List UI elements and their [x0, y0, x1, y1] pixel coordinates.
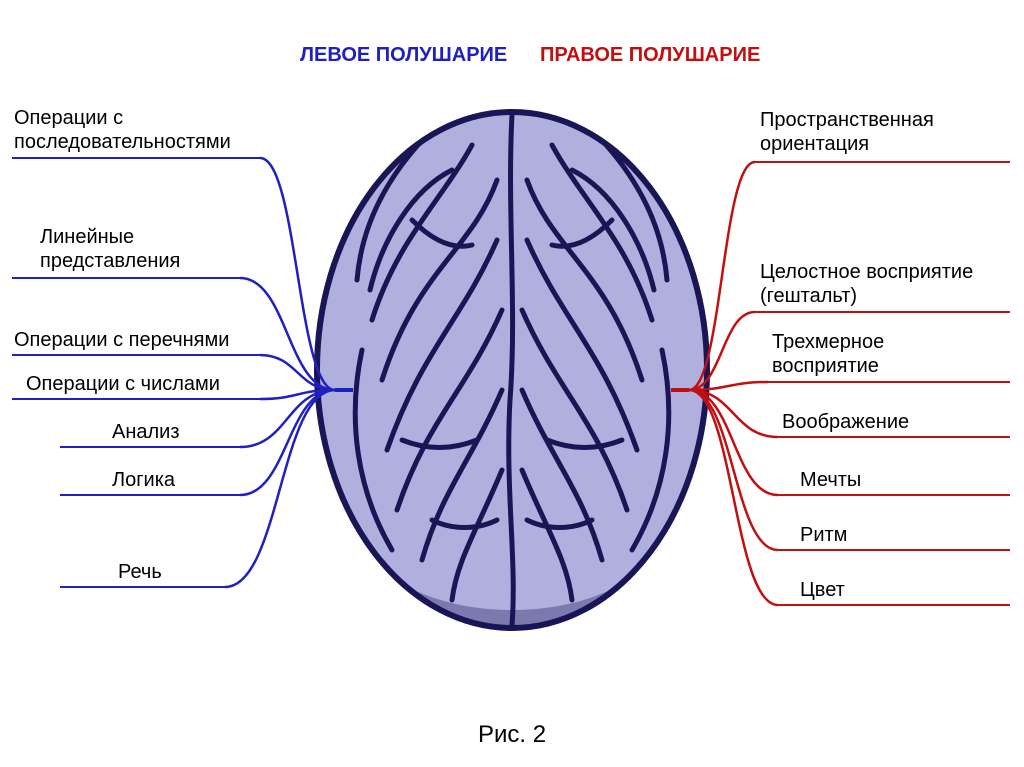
title-left-hemisphere: ЛЕВОЕ ПОЛУШАРИЕ: [300, 44, 507, 67]
right-function-label: Воображение: [782, 410, 909, 434]
left-function-label: Линейные представления: [40, 225, 180, 273]
right-function-label: Пространственная ориентация: [760, 108, 934, 156]
left-function-label: Операции с числами: [26, 372, 220, 396]
right-function-label: Трехмерное восприятие: [772, 330, 884, 378]
title-right-hemisphere: ПРАВОЕ ПОЛУШАРИЕ: [540, 44, 760, 67]
left-function-label: Операции с перечнями: [14, 328, 229, 352]
left-function-label: Логика: [112, 468, 175, 492]
right-function-label: Целостное восприятие (гештальт): [760, 260, 973, 308]
right-function-label: Ритм: [800, 523, 847, 547]
diagram-stage: ЛЕВОЕ ПОЛУШАРИЕ ПРАВОЕ ПОЛУШАРИЕ: [0, 0, 1024, 767]
figure-caption: Рис. 2: [478, 721, 546, 749]
right-function-label: Мечты: [800, 468, 861, 492]
brain-illustration: [302, 90, 722, 650]
left-function-label: Речь: [118, 560, 162, 584]
left-function-label: Анализ: [112, 420, 180, 444]
left-function-label: Операции с последовательностями: [14, 106, 231, 154]
right-function-label: Цвет: [800, 578, 845, 602]
